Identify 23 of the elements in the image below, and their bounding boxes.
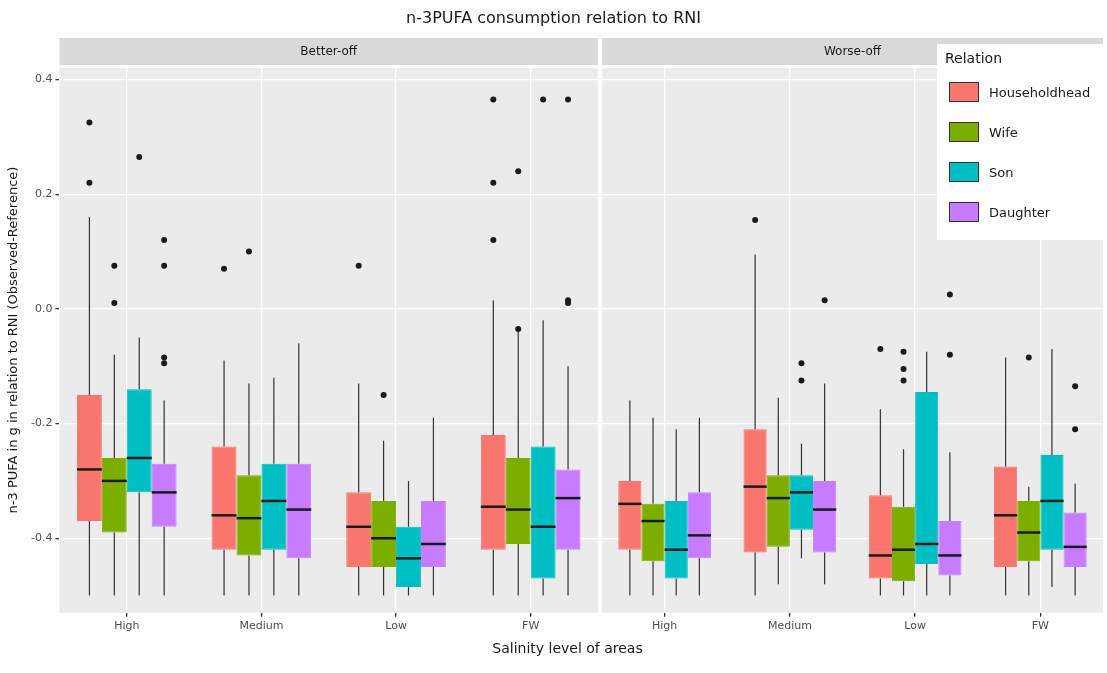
y-tick-label: -0.2 bbox=[30, 416, 53, 430]
x-tick-label: FW bbox=[1031, 619, 1050, 633]
y-axis-title: n-3 PUFA in g in relation to RNI (Observed-Reference) bbox=[4, 166, 20, 514]
y-tick-label: 0.0 bbox=[34, 301, 53, 315]
legend-title: Relation bbox=[945, 50, 1003, 66]
legend-label: Householdhead bbox=[989, 84, 1091, 100]
y-tick-label: 0.4 bbox=[34, 72, 53, 86]
x-tick-label: Low bbox=[385, 619, 407, 633]
x-axis-title: Salinity level of areas bbox=[491, 640, 644, 656]
chart-subtitle: Better-off bbox=[300, 44, 358, 59]
legend-label: Daughter bbox=[989, 204, 1051, 220]
legend-label: Son bbox=[989, 164, 1014, 180]
y-tick-label: 0.2 bbox=[34, 187, 53, 201]
y-tick-label: -0.4 bbox=[30, 531, 53, 545]
x-tick-label: FW bbox=[522, 619, 540, 633]
x-tick-label: High bbox=[114, 619, 140, 633]
x-tick-label: Medium bbox=[767, 619, 812, 633]
x-tick-label: Medium bbox=[239, 619, 284, 633]
x-tick-label: Low bbox=[904, 619, 926, 633]
chart-subtitle: Worse-off bbox=[823, 44, 882, 59]
legend-label: Wife bbox=[989, 124, 1018, 140]
x-tick-label: High bbox=[651, 619, 678, 633]
chart-title: n-3PUFA consumption relation to RNI bbox=[405, 8, 702, 27]
